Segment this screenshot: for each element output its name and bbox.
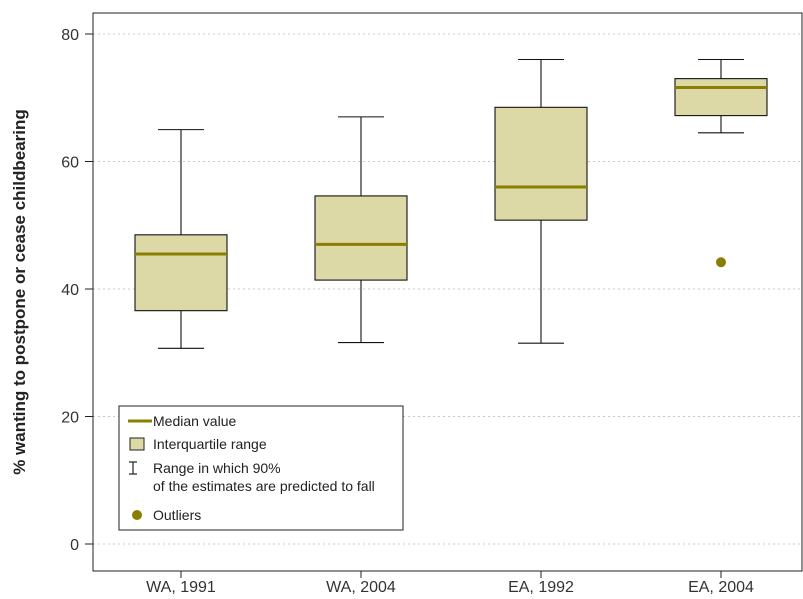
box-group xyxy=(314,116,408,344)
y-tick-label: 60 xyxy=(61,155,79,172)
gridlines xyxy=(93,33,802,545)
iqr-box xyxy=(494,106,588,221)
box-group xyxy=(674,58,768,268)
outlier-point xyxy=(716,257,726,268)
legend-range-label-line2: of the estimates are predicted to fall xyxy=(153,478,375,494)
y-axis-label: % wanting to postpone or cease childbear… xyxy=(10,109,29,475)
boxes xyxy=(134,58,768,349)
box-group xyxy=(494,58,588,344)
legend-median-label: Median value xyxy=(153,413,236,429)
x-tick-label: EA, 1992 xyxy=(508,579,574,594)
y-tick-label: 20 xyxy=(61,410,79,427)
legend-outlier-swatch xyxy=(132,510,142,520)
y-tick-label: 40 xyxy=(61,282,79,299)
y-tick-label: 80 xyxy=(61,27,79,44)
legend: Median value Interquartile range Range i… xyxy=(118,405,404,531)
x-tick-label: WA, 2004 xyxy=(326,579,396,594)
plot-frame xyxy=(92,12,803,572)
axes: 0 20 40 60 80 WA, 1991 WA, 2004 EA, 1992 EA, 200… xyxy=(61,27,754,596)
legend-range-label: Range in which 90% xyxy=(153,460,281,476)
box-group xyxy=(134,129,228,349)
legend-outliers-label: Outliers xyxy=(153,507,201,523)
legend-iqr-swatch xyxy=(129,437,145,451)
y-tick-label: 0 xyxy=(70,537,79,554)
x-tick-label: WA, 1991 xyxy=(146,579,216,594)
legend-range-swatch xyxy=(129,461,137,475)
iqr-box xyxy=(314,195,408,281)
iqr-box xyxy=(674,78,768,117)
legend-iqr-label: Interquartile range xyxy=(153,436,267,452)
iqr-box xyxy=(134,234,228,312)
legend-box xyxy=(118,405,404,531)
x-tick-label: EA, 2004 xyxy=(688,579,754,594)
